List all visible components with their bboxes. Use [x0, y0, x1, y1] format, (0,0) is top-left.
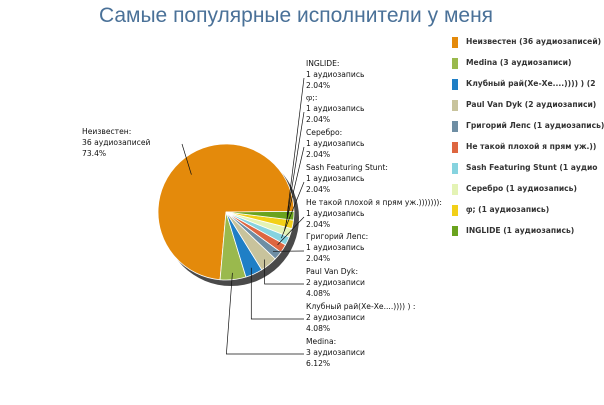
leader-line-6	[281, 181, 305, 239]
chart-title: Самые популярные исполнители у меня	[0, 4, 604, 28]
slice-label-line: 1 аудиозапись	[306, 104, 365, 113]
slice-label-2: Клубный рай(Хе-Хе....)))) ) : 2 аудиозапи…	[306, 302, 415, 333]
chart-title-text: Самые популярные исполнители у меня	[98, 4, 494, 27]
legend-swatch	[452, 142, 458, 153]
slice-label-8: ჶ;: 1 аудиозапись 2.04%	[306, 93, 365, 124]
pie-slice-9	[225, 210, 295, 221]
leader-line-5	[277, 216, 305, 246]
legend-swatch	[452, 79, 458, 90]
legend-label: Paul Van Dyk (2 аудиозаписи)	[466, 100, 597, 109]
slice-label-5: Не такой плохой я прям уж.))))))): 1 ауди…	[306, 198, 442, 229]
legend-label: Клубный рай(Хе-Хе....)))) ) (2	[466, 79, 596, 88]
slice-label-line: 4.08%	[306, 324, 330, 333]
slice-label-line: INGLIDE:	[306, 59, 339, 68]
legend-label: Не такой плохой я прям уж.))	[466, 142, 597, 151]
pie-slices	[157, 143, 295, 281]
slice-label-line: Григорий Лепс:	[306, 232, 368, 241]
slice-label-line: 2.04%	[306, 254, 330, 263]
legend-label: ჶ; (1 аудиозапись)	[466, 205, 550, 214]
slice-label-line: 1 аудиозапись	[306, 70, 365, 79]
slice-label-line: ჶ;:	[306, 93, 317, 102]
legend-label: Sash Featuring Stunt (1 аудио	[466, 163, 598, 172]
leader-line-3	[264, 259, 304, 285]
slice-label-line: Paul Van Dyk:	[306, 267, 358, 276]
slice-label-9: INGLIDE: 1 аудиозапись 2.04%	[306, 59, 365, 90]
slice-label-line: 2 аудиозаписи	[306, 313, 365, 322]
slice-label-line: Medina:	[306, 337, 336, 346]
slice-label-7: Серебро: 1 аудиозапись 2.04%	[306, 128, 365, 159]
legend-swatch	[452, 184, 458, 195]
slice-label-4: Григорий Лепс: 1 аудиозапись 2.04%	[306, 232, 368, 263]
legend-label: Medina (3 аудиозаписи)	[466, 58, 572, 67]
slice-label-1: Medina: 3 аудиозаписи 6.12%	[306, 337, 365, 368]
slice-label-line: 2.04%	[306, 150, 330, 159]
slice-label-line: 73.4%	[82, 149, 106, 158]
slice-label-line: 2.04%	[306, 185, 330, 194]
legend-label: INGLIDE (1 аудиозапись)	[466, 226, 575, 235]
legend-swatch	[452, 37, 458, 48]
legend-swatch	[452, 100, 458, 111]
legend-swatch	[452, 226, 458, 236]
slice-label-line: Не такой плохой я прям уж.))))))):	[306, 198, 442, 207]
slice-label-line: 2.04%	[306, 220, 330, 229]
legend-swatch	[452, 121, 458, 132]
slice-label-line: 1 аудиозапись	[306, 174, 365, 183]
slice-labels: Неизвестен: 36 аудиозаписей 73.4% Medina: 3 …	[82, 59, 442, 368]
legend-label: Неизвестен (36 аудиозаписей)	[466, 37, 602, 46]
leader-line-9	[286, 77, 305, 216]
slice-label-3: Paul Van Dyk: 2 аудиозаписи 4.08%	[306, 267, 365, 298]
legend-swatch	[452, 163, 458, 174]
slice-label-line: 1 аудиозапись	[306, 243, 365, 252]
slice-label-line: 1 аудиозапись	[306, 209, 365, 218]
leader-line-0	[181, 143, 192, 175]
slice-label-line: Sash Featuring Stunt:	[306, 163, 388, 172]
leader-line-2	[250, 267, 304, 320]
legend-swatch	[452, 205, 458, 216]
slice-label-line: 1 аудиозапись	[306, 139, 365, 148]
slice-label-line: 2.04%	[306, 81, 330, 90]
slice-label-6: Sash Featuring Stunt: 1 аудиозапись 2.04%	[306, 163, 388, 194]
slice-label-line: 36 аудиозаписей	[82, 138, 150, 147]
legend: Неизвестен (36 аудиозаписей) Medina (3 ау…	[452, 36, 604, 236]
slice-label-line: Серебро:	[306, 128, 342, 137]
slice-label-line: Клубный рай(Хе-Хе....)))) ) :	[306, 302, 415, 311]
slice-label-line: Неизвестен:	[82, 127, 131, 136]
leader-line-7	[283, 146, 305, 231]
leader-lines	[181, 77, 305, 355]
slice-label-line: 3 аудиозаписи	[306, 348, 365, 357]
slice-label-0: Неизвестен: 36 аудиозаписей 73.4%	[82, 127, 150, 158]
legend-label: Григорий Лепс (1 аудиозапись)	[466, 121, 604, 130]
slice-label-line: 2 аудиозаписи	[306, 278, 365, 287]
leader-line-8	[285, 111, 305, 224]
legend-swatch	[452, 58, 458, 69]
slice-label-line: 6.12%	[306, 359, 330, 368]
leader-line-1	[226, 272, 304, 355]
legend-label: Серебро (1 аудиозапись)	[466, 184, 577, 193]
slice-label-line: 2.04%	[306, 115, 330, 124]
slice-label-line: 4.08%	[306, 289, 330, 298]
